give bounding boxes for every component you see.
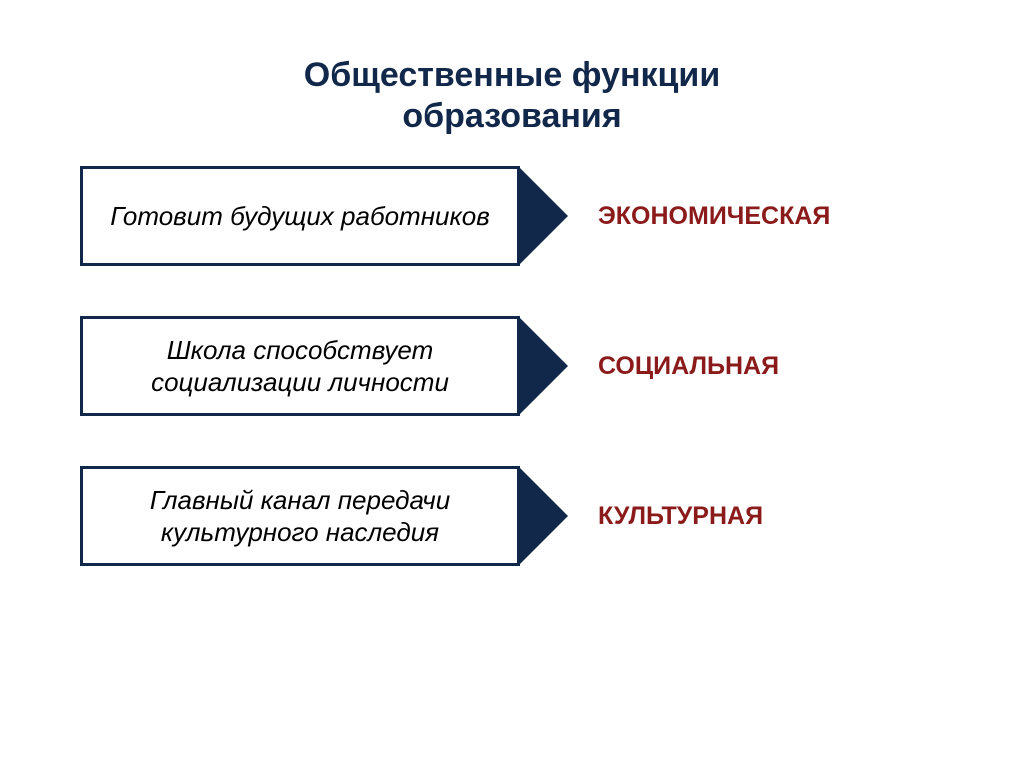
diagram-row: Школа способствует социализации личности… bbox=[80, 316, 779, 416]
arrow-icon bbox=[518, 166, 568, 266]
arrow-icon bbox=[518, 316, 568, 416]
diagram-title: Общественные функции образования bbox=[0, 55, 1024, 137]
description-box: Готовит будущих работников bbox=[80, 166, 520, 266]
diagram-row: Готовит будущих работников ЭКОНОМИЧЕСКАЯ bbox=[80, 166, 830, 266]
function-label: ЭКОНОМИЧЕСКАЯ bbox=[598, 202, 830, 231]
title-line-2: образования bbox=[0, 96, 1024, 137]
arrow-icon bbox=[518, 466, 568, 566]
function-label: КУЛЬТУРНАЯ bbox=[598, 502, 763, 531]
function-label: СОЦИАЛЬНАЯ bbox=[598, 352, 779, 381]
title-line-1: Общественные функции bbox=[0, 55, 1024, 96]
description-box: Главный канал передачи культурного насле… bbox=[80, 466, 520, 566]
diagram-row: Главный канал передачи культурного насле… bbox=[80, 466, 763, 566]
description-box: Школа способствует социализации личности bbox=[80, 316, 520, 416]
